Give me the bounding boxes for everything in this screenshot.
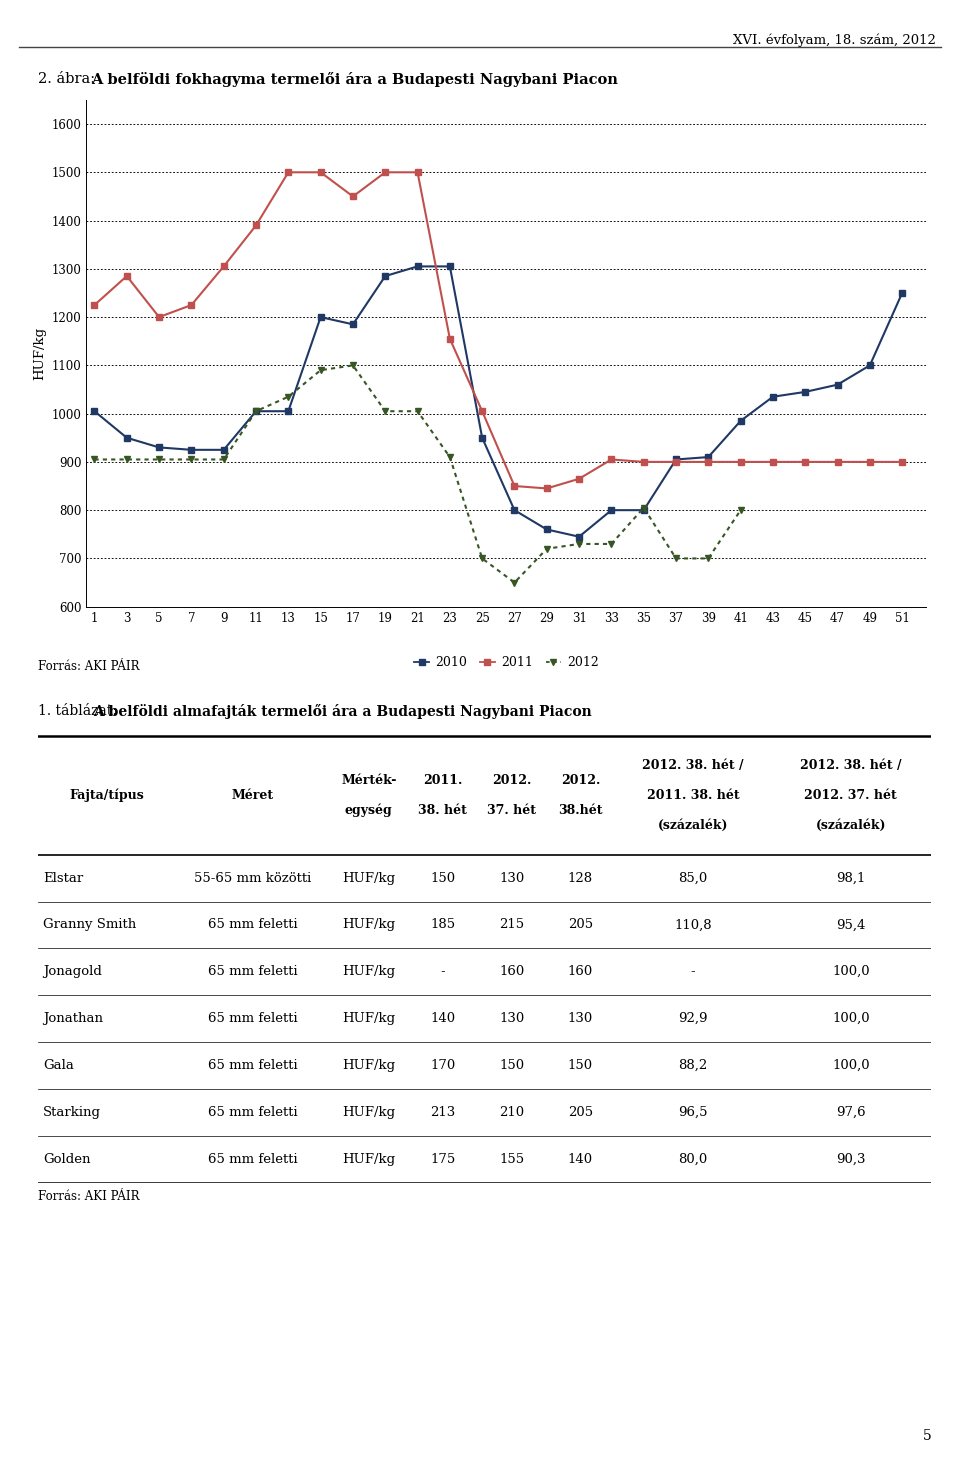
Text: 38.hét: 38.hét <box>558 804 603 817</box>
Text: Forrás: AKI PÁIR: Forrás: AKI PÁIR <box>38 1190 140 1203</box>
Text: 130: 130 <box>499 871 524 884</box>
Text: 130: 130 <box>567 1012 593 1025</box>
Text: Mérték-: Mérték- <box>341 774 396 787</box>
Text: 150: 150 <box>567 1059 593 1072</box>
Text: 128: 128 <box>567 871 593 884</box>
Text: 65 mm feletti: 65 mm feletti <box>208 1153 298 1165</box>
Text: 2012. 37. hét: 2012. 37. hét <box>804 789 898 802</box>
Text: Starking: Starking <box>43 1106 101 1119</box>
Text: 210: 210 <box>499 1106 524 1119</box>
Y-axis label: HUF/kg: HUF/kg <box>33 326 46 380</box>
Text: 205: 205 <box>567 1106 593 1119</box>
Text: 5: 5 <box>923 1428 931 1443</box>
Text: Jonathan: Jonathan <box>43 1012 103 1025</box>
Text: Forrás: AKI PÁIR: Forrás: AKI PÁIR <box>38 660 140 673</box>
Text: 175: 175 <box>430 1153 455 1165</box>
Text: 150: 150 <box>430 871 455 884</box>
Text: 110,8: 110,8 <box>674 918 711 931</box>
Text: 2012.: 2012. <box>561 774 600 787</box>
Text: 97,6: 97,6 <box>836 1106 866 1119</box>
Text: Elstar: Elstar <box>43 871 84 884</box>
Text: 100,0: 100,0 <box>832 965 870 978</box>
Text: HUF/kg: HUF/kg <box>342 1012 396 1025</box>
Text: (százalék): (százalék) <box>816 818 886 831</box>
Text: -: - <box>690 965 695 978</box>
Text: 90,3: 90,3 <box>836 1153 866 1165</box>
Text: 160: 160 <box>567 965 593 978</box>
Text: 150: 150 <box>499 1059 524 1072</box>
Text: -: - <box>441 965 445 978</box>
Text: 65 mm feletti: 65 mm feletti <box>208 965 298 978</box>
Text: A belföldi fokhagyma termelői ára a Budapesti Nagybani Piacon: A belföldi fokhagyma termelői ára a Buda… <box>91 72 618 87</box>
Legend: 2010, 2011, 2012: 2010, 2011, 2012 <box>409 651 604 674</box>
Text: HUF/kg: HUF/kg <box>342 1106 396 1119</box>
Text: Gala: Gala <box>43 1059 74 1072</box>
Text: 2011.: 2011. <box>423 774 463 787</box>
Text: HUF/kg: HUF/kg <box>342 965 396 978</box>
Text: 2012.: 2012. <box>492 774 531 787</box>
Text: 92,9: 92,9 <box>678 1012 708 1025</box>
Text: 95,4: 95,4 <box>836 918 866 931</box>
Text: 100,0: 100,0 <box>832 1059 870 1072</box>
Text: Jonagold: Jonagold <box>43 965 102 978</box>
Text: Méret: Méret <box>231 789 274 802</box>
Text: HUF/kg: HUF/kg <box>342 871 396 884</box>
Text: 170: 170 <box>430 1059 455 1072</box>
Text: 140: 140 <box>430 1012 455 1025</box>
Text: 88,2: 88,2 <box>678 1059 708 1072</box>
Text: 85,0: 85,0 <box>678 871 708 884</box>
Text: 2. ábra:: 2. ábra: <box>38 72 100 87</box>
Text: 37. hét: 37. hét <box>487 804 536 817</box>
Text: egység: egység <box>345 804 393 817</box>
Text: HUF/kg: HUF/kg <box>342 918 396 931</box>
Text: 100,0: 100,0 <box>832 1012 870 1025</box>
Text: 98,1: 98,1 <box>836 871 866 884</box>
Text: 96,5: 96,5 <box>678 1106 708 1119</box>
Text: 140: 140 <box>567 1153 593 1165</box>
Text: XVI. évfolyam, 18. szám, 2012: XVI. évfolyam, 18. szám, 2012 <box>733 34 936 47</box>
Text: 2012. 38. hét /: 2012. 38. hét / <box>642 759 744 773</box>
Text: (százalék): (százalék) <box>658 818 728 831</box>
Text: 185: 185 <box>430 918 455 931</box>
Text: 65 mm feletti: 65 mm feletti <box>208 1106 298 1119</box>
Text: A belföldi almafajták termelői ára a Budapesti Nagybani Piacon: A belföldi almafajták termelői ára a Bud… <box>93 704 592 718</box>
Text: 213: 213 <box>430 1106 455 1119</box>
Text: Golden: Golden <box>43 1153 90 1165</box>
Text: 2011. 38. hét: 2011. 38. hét <box>646 789 739 802</box>
Text: 2012. 38. hét /: 2012. 38. hét / <box>800 759 901 773</box>
Text: 130: 130 <box>499 1012 524 1025</box>
Text: 155: 155 <box>499 1153 524 1165</box>
Text: 205: 205 <box>567 918 593 931</box>
Text: 80,0: 80,0 <box>678 1153 708 1165</box>
Text: 55-65 mm közötti: 55-65 mm közötti <box>194 871 311 884</box>
Text: 65 mm feletti: 65 mm feletti <box>208 1059 298 1072</box>
Text: 65 mm feletti: 65 mm feletti <box>208 918 298 931</box>
Text: Granny Smith: Granny Smith <box>43 918 136 931</box>
Text: 215: 215 <box>499 918 524 931</box>
Text: 65 mm feletti: 65 mm feletti <box>208 1012 298 1025</box>
Text: 160: 160 <box>499 965 524 978</box>
Text: HUF/kg: HUF/kg <box>342 1059 396 1072</box>
Text: Fajta/típus: Fajta/típus <box>70 789 145 802</box>
Text: 1. táblázat:: 1. táblázat: <box>38 704 122 718</box>
Text: HUF/kg: HUF/kg <box>342 1153 396 1165</box>
Text: 38. hét: 38. hét <box>419 804 468 817</box>
